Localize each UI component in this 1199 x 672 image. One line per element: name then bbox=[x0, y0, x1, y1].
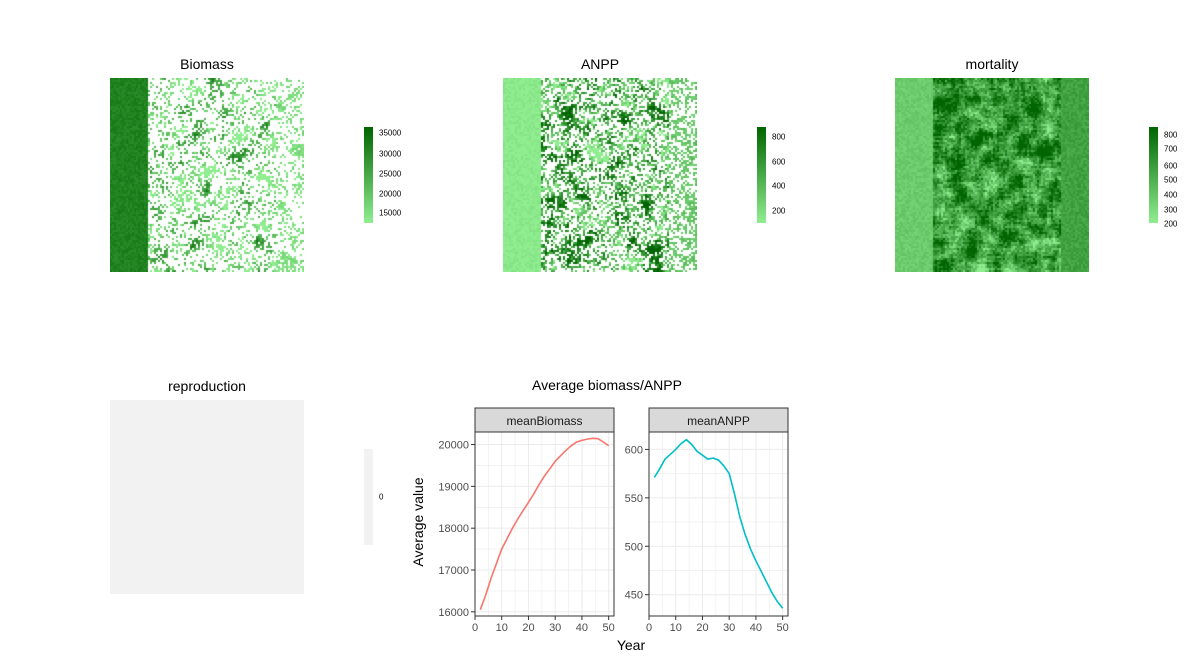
legend-tick: 400 bbox=[1164, 190, 1178, 200]
x-tick-label: 40 bbox=[576, 622, 588, 634]
y-tick-label: 17000 bbox=[438, 565, 469, 577]
facet-strip-label: meanANPP bbox=[687, 414, 750, 428]
legend-tick: 25000 bbox=[379, 169, 402, 179]
legend-tick: 35000 bbox=[379, 128, 402, 138]
legend-tick: 800 bbox=[772, 132, 786, 142]
chart-title: Average biomass/ANPP bbox=[532, 377, 682, 393]
x-tick-label: 50 bbox=[603, 622, 615, 634]
legend-tick: 0 bbox=[379, 492, 384, 502]
facet-border bbox=[474, 431, 615, 617]
y-tick-label: 20000 bbox=[438, 440, 469, 452]
legend-tick: 30000 bbox=[379, 149, 402, 159]
legend-colorbar bbox=[757, 127, 766, 223]
legend-tick: 400 bbox=[772, 181, 786, 191]
series-line-meanBiomass bbox=[479, 437, 610, 610]
legend-tick: 500 bbox=[1164, 175, 1178, 185]
y-tick-label: 600 bbox=[625, 444, 643, 456]
legend-tick: 15000 bbox=[379, 208, 402, 218]
x-tick-label: 30 bbox=[723, 622, 735, 634]
facet-strip bbox=[474, 407, 615, 433]
x-tick-label: 0 bbox=[472, 622, 478, 634]
x-axis-label: Year bbox=[617, 637, 646, 653]
facet-strip bbox=[648, 407, 789, 433]
y-axis-label: Average value bbox=[410, 477, 426, 566]
legend-tick: 20000 bbox=[379, 189, 402, 199]
x-tick-label: 20 bbox=[522, 622, 534, 634]
x-tick-label: 0 bbox=[646, 622, 652, 634]
y-tick-label: 500 bbox=[625, 541, 643, 553]
y-tick-label: 450 bbox=[625, 590, 643, 602]
x-tick-label: 40 bbox=[750, 622, 762, 634]
series-line-meanANPP bbox=[653, 438, 784, 609]
legend-tick: 300 bbox=[1164, 205, 1178, 215]
map-title: reproduction bbox=[168, 378, 246, 394]
biomass-map bbox=[110, 78, 304, 272]
facet-border bbox=[648, 431, 789, 617]
x-tick-label: 10 bbox=[670, 622, 682, 634]
mortality-map bbox=[895, 78, 1089, 272]
legend-colorbar bbox=[364, 127, 373, 223]
y-tick-label: 18000 bbox=[438, 523, 469, 535]
legend-tick: 800 bbox=[1164, 130, 1178, 140]
map-title: ANPP bbox=[580, 56, 620, 72]
map-title: mortality bbox=[965, 56, 1019, 72]
map-title: Biomass bbox=[180, 56, 234, 72]
facet-strip-label: meanBiomass bbox=[506, 414, 582, 428]
facet-panel bbox=[649, 432, 788, 616]
legend-colorbar bbox=[364, 449, 373, 545]
facet-panel bbox=[475, 432, 614, 616]
reproduction-map bbox=[110, 400, 304, 594]
x-tick-label: 20 bbox=[696, 622, 708, 634]
legend-tick: 200 bbox=[772, 206, 786, 216]
legend-tick: 700 bbox=[1164, 144, 1178, 154]
y-tick-label: 19000 bbox=[438, 481, 469, 493]
legend-tick: 600 bbox=[1164, 161, 1178, 171]
y-tick-label: 16000 bbox=[438, 607, 469, 619]
y-tick-label: 550 bbox=[625, 493, 643, 505]
x-tick-label: 30 bbox=[549, 622, 561, 634]
anpp-map bbox=[503, 78, 697, 272]
x-tick-label: 10 bbox=[496, 622, 508, 634]
legend-colorbar bbox=[1149, 127, 1158, 223]
x-tick-label: 50 bbox=[777, 622, 789, 634]
legend-tick: 600 bbox=[772, 157, 786, 167]
legend-tick: 200 bbox=[1164, 219, 1178, 229]
